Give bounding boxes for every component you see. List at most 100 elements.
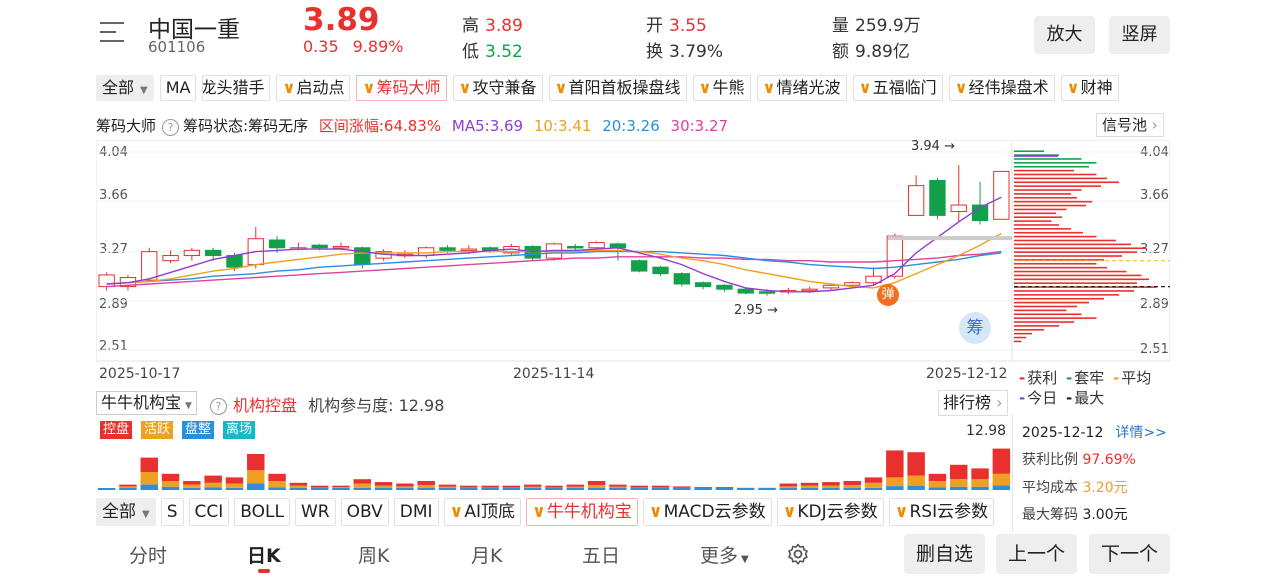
- nav-fenshi[interactable]: 分时: [129, 545, 168, 567]
- tab2-7[interactable]: ∨牛牛机构宝: [525, 498, 638, 526]
- chip-bar: [1014, 325, 1059, 327]
- chip-bar: [1014, 162, 1097, 164]
- menu-icon[interactable]: [100, 22, 124, 44]
- legend-profit: - 获利: [1019, 369, 1058, 387]
- y-tick-label: 3.27: [99, 242, 128, 257]
- nav-yuek[interactable]: 月K: [471, 545, 503, 567]
- tab2-10[interactable]: ∨RSI云参数: [888, 498, 995, 526]
- indicator-selector[interactable]: 牛牛机构宝 ▼: [96, 391, 197, 415]
- tab2-8[interactable]: ∨MACD云参数: [642, 498, 772, 526]
- tab2-5[interactable]: DMI: [393, 498, 439, 526]
- inst-bar: [736, 487, 755, 490]
- inst-bar: [438, 484, 457, 490]
- candle: [865, 267, 882, 286]
- inst-bar: [460, 485, 478, 490]
- tab-0[interactable]: MA: [159, 75, 197, 101]
- tab2-6[interactable]: ∨AI顶底: [443, 498, 521, 526]
- inst-bar: [310, 485, 329, 490]
- inst-bar: [822, 482, 840, 490]
- candle: [673, 272, 690, 287]
- next-stock-button[interactable]: 下一个: [1089, 534, 1170, 574]
- inst-bar: [502, 485, 521, 490]
- tab2-9[interactable]: ∨KDJ云参数: [776, 498, 884, 526]
- tab-all[interactable]: 全部 ▼: [96, 75, 154, 101]
- candle: [886, 233, 904, 279]
- tan-marker[interactable]: 弹: [877, 284, 899, 306]
- candle: [950, 164, 967, 222]
- chip-bar: [1014, 185, 1101, 187]
- signal-pool-button[interactable]: 信号池 ›: [1096, 113, 1164, 137]
- chip-bar: [1014, 150, 1044, 152]
- inst-bar: [587, 481, 606, 490]
- nav-more[interactable]: 更多 ▼: [700, 545, 749, 567]
- tab-6[interactable]: ∨牛熊: [692, 75, 751, 101]
- candle: [162, 250, 179, 264]
- candle: [183, 247, 201, 261]
- badge-lichang: 离场: [223, 421, 256, 439]
- tab-10[interactable]: ∨财神: [1060, 75, 1119, 101]
- inst-bar: [758, 487, 776, 490]
- gear-icon[interactable]: [786, 542, 810, 566]
- badge-huoyue: 活跃: [141, 421, 174, 439]
- inst-bar: [715, 487, 734, 490]
- tab-2[interactable]: ∨启动点: [276, 75, 351, 101]
- tab-4[interactable]: ∨攻守兼备: [452, 75, 543, 101]
- badge-kongpan: 控盘: [100, 421, 133, 439]
- prev-stock-button[interactable]: 上一个: [996, 534, 1077, 574]
- inst-bar: [289, 482, 308, 490]
- candle: [98, 272, 115, 291]
- detail-link[interactable]: 详情>>: [1115, 425, 1167, 441]
- chip-bar: [1014, 309, 1067, 312]
- chip-float-button[interactable]: 筹: [959, 312, 991, 344]
- candlestick-chart[interactable]: [96, 140, 1170, 362]
- inst-bar-chart: [97, 448, 1011, 490]
- zoom-button[interactable]: 放大: [1034, 16, 1095, 54]
- tab2-4[interactable]: OBV: [340, 498, 389, 526]
- chart-frame: [96, 140, 1170, 362]
- tab-5[interactable]: ∨首阳首板操盘线: [548, 75, 687, 101]
- legend-today: - 今日: [1019, 389, 1058, 407]
- tab2-3[interactable]: WR: [294, 498, 336, 526]
- change-percent: 9.89%: [352, 37, 404, 56]
- help-icon[interactable]: ?: [210, 398, 227, 415]
- candle: [907, 175, 925, 216]
- tab-9[interactable]: ∨经伟操盘术: [948, 75, 1055, 101]
- inst-bar: [396, 483, 414, 490]
- nav-rik[interactable]: 日K: [247, 545, 281, 567]
- badge-panzheng: 盘整: [182, 421, 215, 439]
- tab-1[interactable]: 龙头猎手: [202, 75, 271, 101]
- y-tick-label: 3.66: [99, 188, 128, 203]
- tab2-2[interactable]: BOLL: [234, 498, 290, 526]
- chip-bar: [1014, 212, 1056, 215]
- ma10-line: [106, 232, 1002, 289]
- rank-button[interactable]: 排行榜 ›: [938, 390, 1008, 416]
- tab2-1[interactable]: CCI: [188, 498, 230, 526]
- indicator-tabs-2: 全部 ▼ S CCI BOLL WR OBV DMI ∨AI顶底 ∨牛牛机构宝 ∨MACD云参数 ∨…: [96, 498, 995, 526]
- tab-3[interactable]: ∨筹码大师: [356, 75, 447, 101]
- candle: [588, 241, 605, 250]
- chip-bar: [1014, 301, 1089, 304]
- inst-control: 机构控盘: [233, 396, 298, 415]
- chip-bar: [1014, 305, 1077, 308]
- tab2-all[interactable]: 全部 ▼: [96, 498, 156, 526]
- chip-bar: [1014, 158, 1082, 160]
- nav-active-indicator: [258, 569, 270, 573]
- profit-ratio: 获利比例 97.69%: [1022, 452, 1136, 468]
- remove-watchlist-button[interactable]: 删自选: [904, 534, 985, 574]
- chip-bar: [1014, 290, 1134, 292]
- chip-title: 筹码大师: [96, 117, 157, 135]
- portrait-button[interactable]: 竖屏: [1109, 16, 1170, 54]
- tab-7[interactable]: ∨情绪光波: [756, 75, 847, 101]
- tab2-0[interactable]: S: [160, 498, 184, 526]
- candle: [737, 287, 754, 295]
- nav-wuri[interactable]: 五日: [582, 545, 621, 567]
- nav-zhouk[interactable]: 周K: [358, 545, 390, 567]
- tab-8[interactable]: ∨五福临门: [852, 75, 943, 101]
- chip-bar: [1014, 317, 1097, 319]
- avg-cost: 平均成本 3.20元: [1022, 480, 1128, 496]
- range-gain: 区间涨幅:64.83%: [318, 117, 442, 135]
- help-icon[interactable]: ?: [162, 119, 180, 136]
- chip-bar: [1014, 336, 1026, 339]
- chip-bar: [1014, 313, 1082, 316]
- inst-bar: [353, 479, 372, 490]
